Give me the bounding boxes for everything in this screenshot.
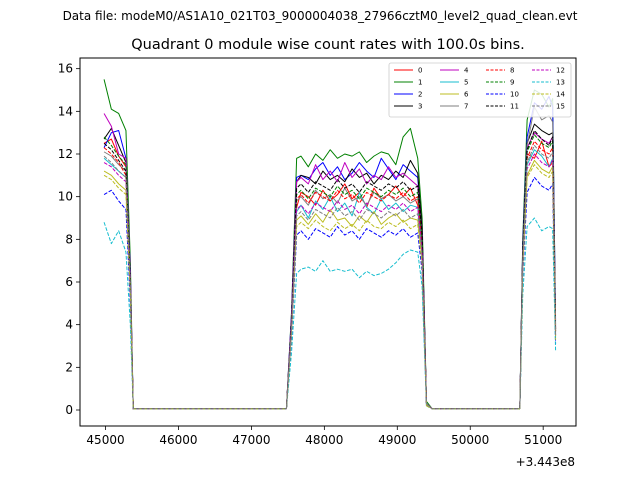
legend-label-5: 5: [464, 79, 468, 87]
x-axis-ticks: 45000 46000 47000 48000 49000 50000 51000: [86, 426, 562, 447]
series-line-4: [103, 113, 557, 410]
y-tick-label: 4: [65, 318, 73, 332]
x-tick-label: 49000: [378, 433, 416, 447]
y-axis-ticks: 0 2 4 6 8 10 12 14 16: [58, 62, 80, 417]
y-tick-label: 8: [65, 232, 73, 246]
x-tick-label: 47000: [232, 433, 270, 447]
series-line-10: [103, 176, 557, 410]
y-tick-label: 0: [65, 403, 73, 417]
series-line-9: [103, 134, 557, 410]
plot-area-frame: [79, 57, 577, 427]
y-tick-label: 6: [65, 275, 73, 289]
x-tick-label: 48000: [305, 433, 343, 447]
legend-label-8: 8: [510, 67, 514, 75]
series-line-7: [103, 106, 557, 410]
legend-label-11: 11: [510, 103, 519, 111]
legend-label-0: 0: [418, 67, 422, 75]
legend-label-15: 15: [556, 103, 565, 111]
legend-label-1: 1: [418, 79, 422, 87]
y-tick-label: 14: [58, 104, 73, 118]
data-file-label: Data file: modeM0/AS1A10_021T03_90000040…: [63, 9, 578, 23]
y-tick-label: 2: [65, 360, 73, 374]
legend-label-4: 4: [464, 67, 469, 75]
x-tick-label: 51000: [524, 433, 562, 447]
legend-label-10: 10: [510, 91, 519, 99]
series-line-15: [103, 144, 557, 410]
legend-label-13: 13: [556, 79, 565, 87]
legend-label-6: 6: [464, 91, 469, 99]
legend-label-14: 14: [556, 91, 565, 99]
x-tick-label: 45000: [86, 433, 124, 447]
y-tick-label: 10: [58, 190, 73, 204]
y-tick-label: 12: [58, 147, 73, 161]
legend-frame: [388, 62, 572, 118]
legend-label-9: 9: [510, 79, 514, 87]
legend-label-2: 2: [418, 91, 422, 99]
legend-label-7: 7: [464, 103, 468, 111]
legend-label-12: 12: [556, 67, 565, 75]
series-line-14: [103, 164, 557, 410]
series-line-1: [103, 79, 557, 410]
x-offset-label: +3.443e8: [516, 455, 575, 469]
y-tick-label: 16: [58, 62, 73, 76]
series-line-13: [103, 217, 557, 410]
plot-lines: [103, 79, 557, 410]
x-tick-label: 50000: [451, 433, 489, 447]
x-tick-label: 46000: [159, 433, 197, 447]
chart-title: Quadrant 0 module wise count rates with …: [131, 37, 525, 53]
legend-label-3: 3: [418, 103, 422, 111]
